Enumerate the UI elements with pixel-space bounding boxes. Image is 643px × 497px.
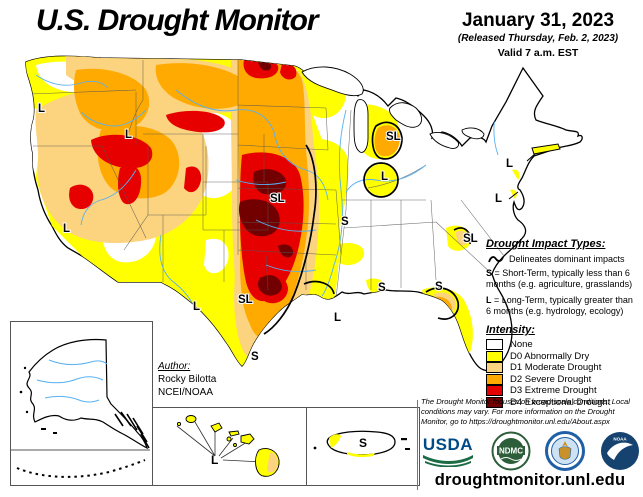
map-impact-label: L (495, 193, 502, 205)
intensity-label: D2 Severe Drought (510, 373, 592, 385)
intensity-item: D3 Extreme Drought (486, 385, 640, 397)
drought-d4-layer (238, 60, 294, 296)
alaska-islands (19, 366, 57, 434)
long-term-text: L = Long-Term, typically greater than 6 … (486, 294, 633, 316)
hawaii-impact-label: L (211, 453, 218, 467)
map-impact-label: SL (386, 131, 401, 143)
alaska-map-svg (11, 338, 150, 478)
map-impact-label: L (38, 103, 45, 115)
noaa-logo-icon: NOAA (600, 432, 639, 470)
intensity-swatch (486, 396, 503, 408)
intensity-heading: Intensity: (486, 324, 535, 336)
intensity-label: D1 Moderate Drought (510, 362, 602, 374)
alaska-panhandle-hatch (114, 411, 150, 449)
impact-types-heading: Drought Impact Types: (486, 238, 606, 250)
alaska-inset (10, 321, 153, 486)
map-impact-label: S (435, 281, 443, 293)
intensity-swatch (486, 362, 503, 374)
svg-text:NOAA: NOAA (613, 437, 627, 442)
hawaii-callout-lines (176, 421, 264, 463)
commerce-seal-icon (545, 431, 586, 471)
short-term-text: S = Short-Term, typically less than 6 mo… (486, 268, 633, 290)
intensity-swatch (486, 350, 503, 362)
impact-delineation-lines (263, 121, 472, 335)
disclaimer-text: The Drought Monitor focuses on broad-sca… (421, 397, 630, 426)
valid-time: Valid 7 a.m. EST (497, 47, 579, 59)
state-borders (29, 60, 505, 299)
svg-text:NDMC: NDMC (499, 447, 523, 456)
map-impact-label: S (341, 216, 349, 228)
great-lakes (301, 66, 485, 153)
legend-panel: Drought Impact Types: Delineates dominan… (486, 238, 640, 408)
author-block: Author: Rocky Bilotta NCEI/NOAA (158, 360, 216, 399)
intensity-label: D0 Abnormally Dry (510, 350, 590, 362)
intensity-item: D4 Exceptional Drought (486, 396, 640, 409)
author-org: NCEI/NOAA (158, 387, 214, 398)
footer-divider (417, 400, 418, 490)
map-impact-label: L (506, 158, 513, 170)
squiggle-icon (488, 255, 504, 262)
conus-drought-map: L L L SL S SL L SL L S L S S SL L L (6, 50, 588, 402)
intensity-label: D4 Exceptional Drought (510, 396, 611, 408)
hawaii-inset: L (152, 407, 307, 486)
intensity-label: D3 Extreme Drought (510, 385, 597, 397)
hawaii-islands (176, 415, 280, 477)
delineates-text: Delineates dominant impacts (509, 254, 625, 264)
map-impact-label: S (378, 282, 386, 294)
author-heading: Author: (158, 361, 191, 372)
puerto-rico-islets (313, 438, 410, 450)
page-title: U.S. Drought Monitor (36, 4, 319, 37)
ndmc-logo-icon: NDMC (491, 431, 531, 471)
hawaii-bigisland-d1 (267, 452, 278, 473)
alaska-outline (26, 338, 149, 450)
puerto-rico-map-svg: S (313, 430, 410, 458)
map-impact-label: L (381, 171, 388, 183)
map-date: January 31, 2023 (461, 10, 615, 31)
hawaii-map-svg: L (176, 415, 280, 477)
intensity-swatch (486, 373, 503, 385)
intensity-swatch (486, 339, 503, 351)
date-block: January 31, 2023 (Released Thursday, Feb… (436, 10, 640, 59)
map-impact-label: SL (270, 193, 285, 205)
intensity-legend: None D0 Abnormally Dry D1 Moderate Drought… (486, 339, 640, 408)
puerto-rico-outline (326, 430, 396, 456)
aleutian-islands (16, 459, 146, 478)
map-impact-label: SL (463, 233, 478, 245)
puerto-rico-inset: S (306, 407, 420, 486)
map-impact-label: S (251, 351, 259, 363)
usda-logo-icon: USDA (420, 436, 476, 467)
alaska-rivers (36, 359, 108, 403)
map-impact-label: L (125, 129, 132, 141)
agency-logos: USDA NDMC NOAA (420, 430, 640, 472)
intensity-swatch (486, 385, 503, 397)
map-impact-label: L (193, 301, 200, 313)
release-date: (Released Thursday, Feb. 2, 2023) (457, 33, 619, 44)
map-impact-label: L (63, 223, 70, 235)
intensity-item: D2 Severe Drought (486, 373, 640, 386)
intensity-item: D0 Abnormally Dry (486, 350, 640, 363)
intensity-label: None (510, 339, 533, 351)
author-name: Rocky Bilotta (158, 374, 217, 385)
map-impact-label: SL (238, 294, 253, 306)
long-island (531, 143, 561, 155)
map-impact-label: L (334, 312, 341, 324)
intensity-item: None (486, 339, 640, 351)
puerto-rico-d0-patches (329, 434, 375, 458)
intensity-item: D1 Moderate Drought (486, 362, 640, 374)
website-url: droughtmonitor.unl.edu (434, 471, 626, 489)
puerto-rico-impact-label: S (359, 436, 367, 450)
